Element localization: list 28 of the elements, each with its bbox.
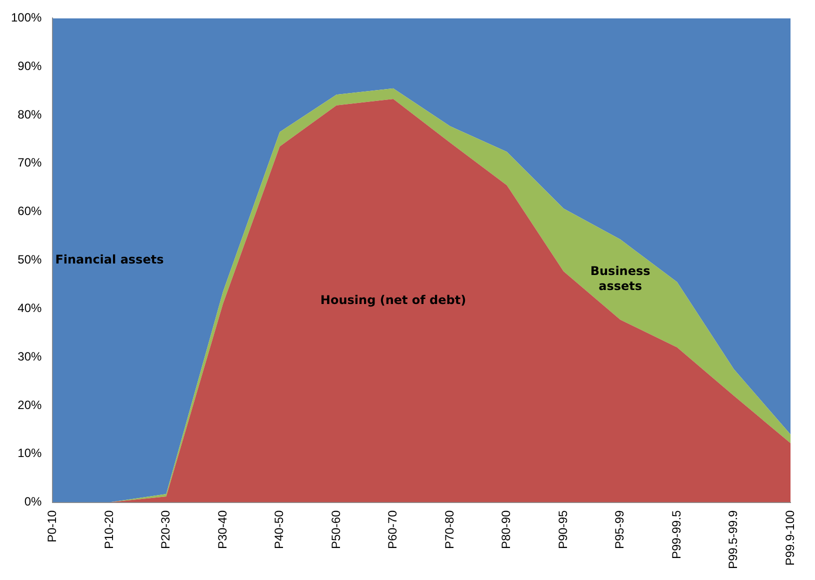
- y-tick-label: 0%: [24, 494, 42, 509]
- y-tick-label: 30%: [18, 349, 42, 364]
- x-tick-label: P95-99: [612, 510, 627, 549]
- x-tick-label: P90-95: [556, 510, 570, 549]
- x-tick-label: P80-90: [499, 510, 514, 549]
- y-tick-label: 100%: [10, 10, 42, 25]
- y-tick-label: 80%: [18, 107, 42, 122]
- x-tick-label: P50-60: [328, 510, 343, 549]
- series-label: Business assets: [590, 264, 650, 294]
- x-tick-label: P70-80: [442, 510, 456, 549]
- x-tick-label: P40-50: [272, 510, 286, 549]
- series-label: Housing (net of debt): [320, 292, 466, 307]
- x-tick-label: P60-70: [386, 510, 400, 549]
- x-tick-label: P99.5-99.9: [726, 510, 740, 570]
- y-tick-label: 60%: [18, 204, 42, 218]
- x-tick-label: P20-30: [158, 510, 173, 549]
- y-tick-label: 50%: [18, 252, 42, 267]
- x-tick-label: P10-20: [102, 510, 116, 549]
- y-tick-label: 90%: [18, 58, 42, 73]
- x-tick-label: P30-40: [215, 510, 230, 549]
- y-tick-label: 40%: [18, 300, 42, 315]
- series-label: Financial assets: [55, 252, 164, 266]
- y-tick-label: 20%: [18, 398, 42, 412]
- y-tick-label: 70%: [18, 156, 42, 170]
- x-tick-label: P99.9-100: [782, 510, 797, 566]
- x-tick-label: P0-10: [45, 510, 60, 542]
- x-tick-label: P99-99.5: [669, 510, 684, 559]
- y-tick-label: 10%: [18, 446, 42, 460]
